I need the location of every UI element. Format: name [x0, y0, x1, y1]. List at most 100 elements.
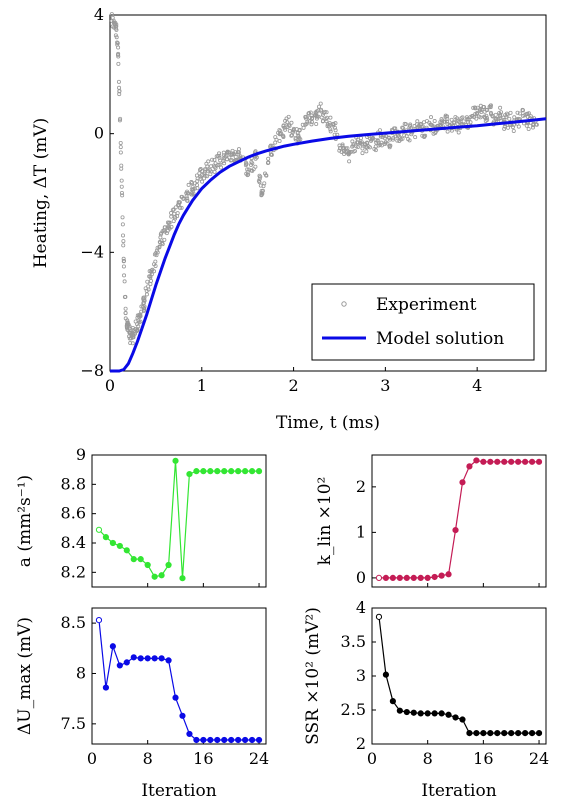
experiment-point — [153, 251, 158, 256]
klin-point — [528, 458, 536, 465]
experiment-point — [202, 176, 207, 181]
experiment-point — [328, 115, 333, 120]
experiment-point — [397, 138, 402, 143]
diffusivity-y-tick-label: 8.6 — [61, 504, 86, 523]
diffusivity-point — [242, 468, 249, 475]
klin-point — [480, 458, 487, 465]
experiment-point — [443, 119, 448, 124]
experiment-point — [347, 159, 352, 164]
experiment-point — [116, 51, 121, 56]
diffusivity-y-tick-label: 8.8 — [61, 474, 86, 493]
ssr-point — [466, 730, 473, 737]
experiment-point — [228, 158, 233, 163]
diffusivity-y-ticks: 9 8.8 8.6 8.4 8.2 — [61, 445, 96, 581]
experiment-point — [130, 341, 135, 346]
klin-point — [501, 458, 508, 465]
experiment-point — [333, 128, 338, 133]
umax-point — [95, 616, 103, 624]
experiment-point — [121, 256, 126, 261]
diffusivity-point — [186, 470, 193, 478]
ssr-x-tick-label: 24 — [529, 749, 549, 768]
experiment-point — [379, 143, 384, 148]
experiment-point — [474, 116, 479, 121]
experiment-point — [475, 105, 480, 110]
experiment-point — [449, 117, 454, 122]
experiment-point — [173, 214, 178, 219]
experiment-point — [305, 119, 310, 124]
experiment-point — [534, 122, 539, 127]
klin-point — [508, 458, 515, 465]
umax-point — [207, 736, 214, 744]
experiment-point — [418, 121, 423, 126]
experiment-point — [444, 119, 449, 124]
experiment-point — [169, 211, 174, 216]
experiment-point — [225, 151, 230, 156]
experiment-point — [257, 173, 262, 178]
experiment-point — [506, 125, 511, 130]
experiment-point — [485, 117, 490, 122]
experiment-point — [314, 122, 319, 127]
experiment-point — [115, 40, 120, 45]
experiment-point — [119, 178, 124, 183]
diffusivity-point — [214, 468, 221, 475]
experiment-point — [118, 150, 123, 155]
experiment-point — [498, 112, 503, 117]
experiment-point — [283, 127, 288, 132]
experiment-point — [269, 152, 274, 157]
experiment-point — [472, 105, 477, 110]
diffusivity-panel: 9 8.8 8.6 8.4 8.2 a (mm²s⁻¹) — [15, 445, 267, 588]
klin-point — [424, 574, 431, 581]
experiment-point — [121, 264, 126, 269]
umax-point — [172, 694, 179, 701]
diffusivity-x-ticks — [91, 583, 260, 587]
diffusivity-point — [193, 468, 200, 475]
experiment-point — [287, 128, 292, 133]
experiment-point — [221, 159, 226, 164]
experiment-point — [402, 121, 407, 126]
heating-x-axis-label: Time, t (ms) — [276, 413, 380, 433]
umax-y-ticks: 8.5 8 7.5 — [61, 613, 96, 733]
experiment-point — [195, 186, 200, 191]
experiment-point — [297, 135, 302, 140]
experiment-point — [301, 125, 306, 130]
experiment-point — [345, 146, 350, 151]
experiment-point — [175, 211, 180, 216]
experiment-point — [280, 133, 285, 138]
umax-point — [137, 655, 144, 662]
umax-point — [102, 684, 110, 691]
experiment-point — [475, 110, 480, 115]
ssr-marks — [375, 613, 543, 737]
experiment-point — [179, 205, 184, 210]
experiment-point — [277, 128, 282, 133]
experiment-point — [452, 119, 457, 124]
klin-point — [410, 574, 417, 581]
experiment-point — [367, 145, 372, 150]
experiment-point — [123, 306, 128, 311]
experiment-point — [284, 116, 289, 121]
umax-point — [144, 655, 151, 662]
klin-point — [445, 571, 452, 578]
experiment-point — [431, 131, 436, 136]
ssr-point — [445, 711, 452, 718]
experiment-point — [307, 115, 312, 120]
experiment-point — [432, 119, 437, 124]
experiment-point — [195, 179, 200, 184]
experiment-point — [525, 115, 530, 120]
experiment-point — [289, 120, 294, 125]
experiment-point — [127, 324, 132, 329]
experiment-point — [191, 191, 196, 196]
ssr-y-axis-label: SSR ×10² (mV²) — [303, 607, 323, 745]
ssr-point — [382, 671, 390, 678]
experiment-point — [377, 128, 382, 133]
experiment-point — [132, 331, 137, 336]
experiment-point — [316, 114, 321, 119]
experiment-point — [274, 137, 279, 142]
experiment-point — [309, 122, 314, 127]
experiment-point — [360, 143, 365, 148]
klin-y-ticks: 2 1 0 — [356, 477, 376, 587]
experiment-point — [128, 341, 133, 346]
experiment-point — [200, 179, 205, 184]
experiment-point — [407, 138, 412, 143]
experiment-point — [216, 162, 221, 167]
experiment-point — [268, 143, 273, 148]
